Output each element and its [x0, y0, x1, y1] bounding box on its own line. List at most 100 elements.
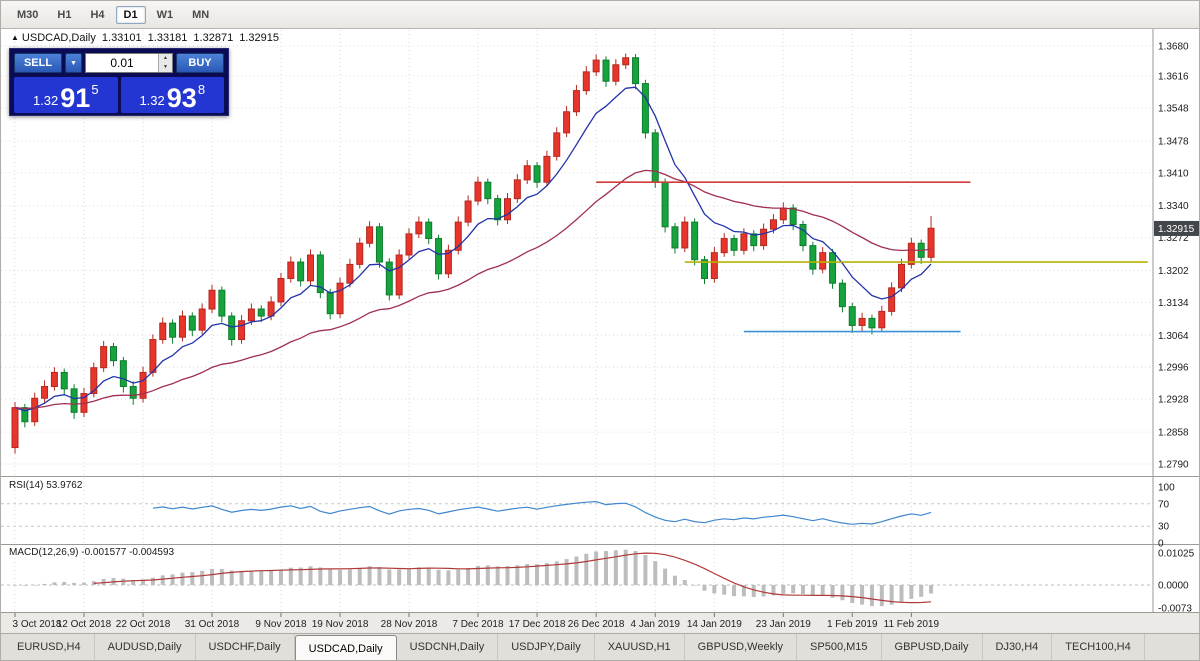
price-axis-label[interactable]: 1.3134 [1158, 298, 1189, 309]
one-click-trading-panel: SELL ▼ 0.01 ▲ ▼ BUY 1.32 91 5 1.32 93 8 [9, 48, 229, 116]
timeframe-button-d1[interactable]: D1 [115, 5, 146, 24]
volume-value[interactable]: 0.01 [110, 56, 134, 70]
macd-axis-label[interactable]: 0.0000 [1158, 581, 1189, 592]
candle-body [178, 315, 186, 338]
macd-histogram-bar [840, 585, 845, 601]
sell-price-display[interactable]: 1.32 91 5 [14, 77, 118, 113]
volume-dropdown-button[interactable]: ▼ [65, 53, 82, 73]
timeframe-button-h4[interactable]: H4 [90, 8, 105, 21]
volume-stepper: ▲ ▼ [158, 54, 172, 72]
chart-tab-sp500-m15[interactable]: SP500,M15 [797, 634, 882, 660]
price-axis-label[interactable]: 1.2858 [1158, 428, 1189, 439]
time-axis-label[interactable]: 9 Nov 2018 [255, 619, 307, 630]
macd-axis-label[interactable]: -0.0073 [1158, 603, 1192, 614]
price-axis-label[interactable]: 1.2928 [1158, 395, 1189, 406]
time-axis-label[interactable]: 28 Nov 2018 [381, 619, 438, 630]
buy-button[interactable]: BUY [176, 53, 224, 73]
candle-body [435, 238, 443, 275]
chart-tab-audusd-daily[interactable]: AUDUSD,Daily [95, 634, 196, 660]
timeframe-button-h1[interactable]: H1 [57, 8, 72, 21]
time-axis-label[interactable]: 11 Feb 2019 [884, 619, 940, 630]
price-axis-label[interactable]: 1.3478 [1158, 136, 1189, 147]
rsi-axis-label[interactable]: 100 [1158, 483, 1175, 494]
volume-increase-button[interactable]: ▲ [159, 54, 172, 63]
rsi-axis-label[interactable]: 70 [1158, 499, 1170, 510]
time-axis-label[interactable]: 17 Dec 2018 [509, 619, 566, 630]
candle-body [326, 292, 334, 315]
chart-tab-gbpusd-weekly[interactable]: GBPUSD,Weekly [685, 634, 798, 660]
macd-histogram-bar [594, 551, 599, 585]
macd-histogram-bar [407, 568, 411, 585]
collapse-panel-icon[interactable]: ▲ [11, 33, 19, 42]
time-axis-label[interactable]: 22 Oct 2018 [116, 619, 171, 630]
price-axis-label[interactable]: 1.3410 [1158, 168, 1189, 179]
time-axis-label[interactable]: 19 Nov 2018 [312, 619, 369, 630]
candle-body [41, 386, 49, 399]
time-axis-label[interactable]: 12 Oct 2018 [57, 619, 112, 630]
price-axis-label[interactable]: 1.3202 [1158, 266, 1189, 277]
candle-body [553, 132, 561, 157]
time-axis-label[interactable]: 7 Dec 2018 [452, 619, 504, 630]
candle-body [927, 227, 935, 258]
price-axis-label[interactable]: 1.3340 [1158, 201, 1189, 212]
chart-tab-eurusd-h4[interactable]: EURUSD,H4 [4, 634, 95, 660]
time-axis-label[interactable]: 1 Feb 2019 [827, 619, 878, 630]
candle-body [661, 181, 669, 228]
candle-body [129, 386, 137, 399]
macd-histogram-bar [535, 564, 540, 585]
price-axis-label[interactable]: 1.3616 [1158, 72, 1189, 83]
macd-histogram-bar [672, 575, 677, 585]
sell-button[interactable]: SELL [14, 53, 62, 73]
candle-body [444, 249, 452, 275]
time-axis-label[interactable]: 26 Dec 2018 [568, 619, 625, 630]
macd-histogram-bar [830, 585, 835, 598]
price-axis-label[interactable]: 1.2996 [1158, 363, 1189, 374]
time-axis-label[interactable]: 23 Jan 2019 [756, 619, 811, 630]
price-axis-label[interactable]: 1.3064 [1158, 331, 1189, 342]
volume-input[interactable]: 0.01 ▲ ▼ [85, 53, 173, 73]
chart-tab-usdjpy-daily[interactable]: USDJPY,Daily [498, 634, 595, 660]
candle-body [169, 322, 177, 338]
price-axis-label[interactable]: 1.2790 [1158, 460, 1189, 471]
macd-histogram-bar [712, 585, 717, 594]
chart-tab-dj30-h4[interactable]: DJ30,H4 [983, 634, 1053, 660]
candle-body [504, 198, 511, 221]
candle-body [110, 346, 117, 362]
timeframe-toolbar: M30 H1 H4 D1 W1 MN [1, 1, 1199, 29]
chart-tab-usdcad-daily[interactable]: USDCAD,Daily [294, 635, 397, 660]
chart-tab-usdchf-daily[interactable]: USDCHF,Daily [196, 634, 295, 660]
chart-tab-tech100-h4[interactable]: TECH100,H4 [1052, 634, 1145, 660]
time-axis-label[interactable]: 31 Oct 2018 [185, 619, 240, 630]
price-axis-label[interactable]: 1.3548 [1158, 103, 1189, 114]
macd-histogram-bar [426, 567, 431, 585]
candle-body [799, 223, 807, 247]
rsi-axis-label[interactable]: 30 [1158, 522, 1170, 533]
candle-body [701, 259, 708, 279]
candle-body [31, 397, 39, 423]
chart-tab-xauusd-h1[interactable]: XAUUSD,H1 [595, 634, 685, 660]
price-axis-label[interactable]: 1.3272 [1158, 233, 1189, 244]
rsi-axis-label[interactable]: 0 [1158, 539, 1164, 550]
timeframe-button-m30[interactable]: M30 [17, 8, 39, 21]
time-axis-label[interactable]: 3 Oct 2018 [13, 619, 62, 630]
macd-histogram-bar [229, 570, 234, 585]
timeframe-button-w1[interactable]: W1 [156, 8, 174, 21]
macd-histogram-bar [318, 567, 323, 585]
volume-decrease-button[interactable]: ▼ [159, 63, 172, 72]
macd-axis-label[interactable]: 0.01025 [1158, 549, 1195, 560]
macd-histogram-bar [564, 559, 569, 585]
time-axis-label[interactable]: 4 Jan 2019 [631, 619, 681, 630]
candle-body [622, 57, 630, 66]
chart-tab-usdcnh-daily[interactable]: USDCNH,Daily [397, 634, 499, 660]
price-axis-label[interactable]: 1.3680 [1158, 42, 1189, 53]
macd-histogram-bar [801, 585, 805, 595]
macd-histogram-bar [633, 551, 638, 585]
time-axis-label[interactable]: 14 Jan 2019 [687, 619, 742, 630]
candle-body [60, 371, 68, 390]
chart-tab-gbpusd-daily[interactable]: GBPUSD,Daily [882, 634, 983, 660]
buy-price-display[interactable]: 1.32 93 8 [120, 77, 224, 113]
timeframe-button-mn[interactable]: MN [192, 8, 210, 21]
candle-body [582, 71, 590, 92]
candle-body [375, 226, 383, 263]
